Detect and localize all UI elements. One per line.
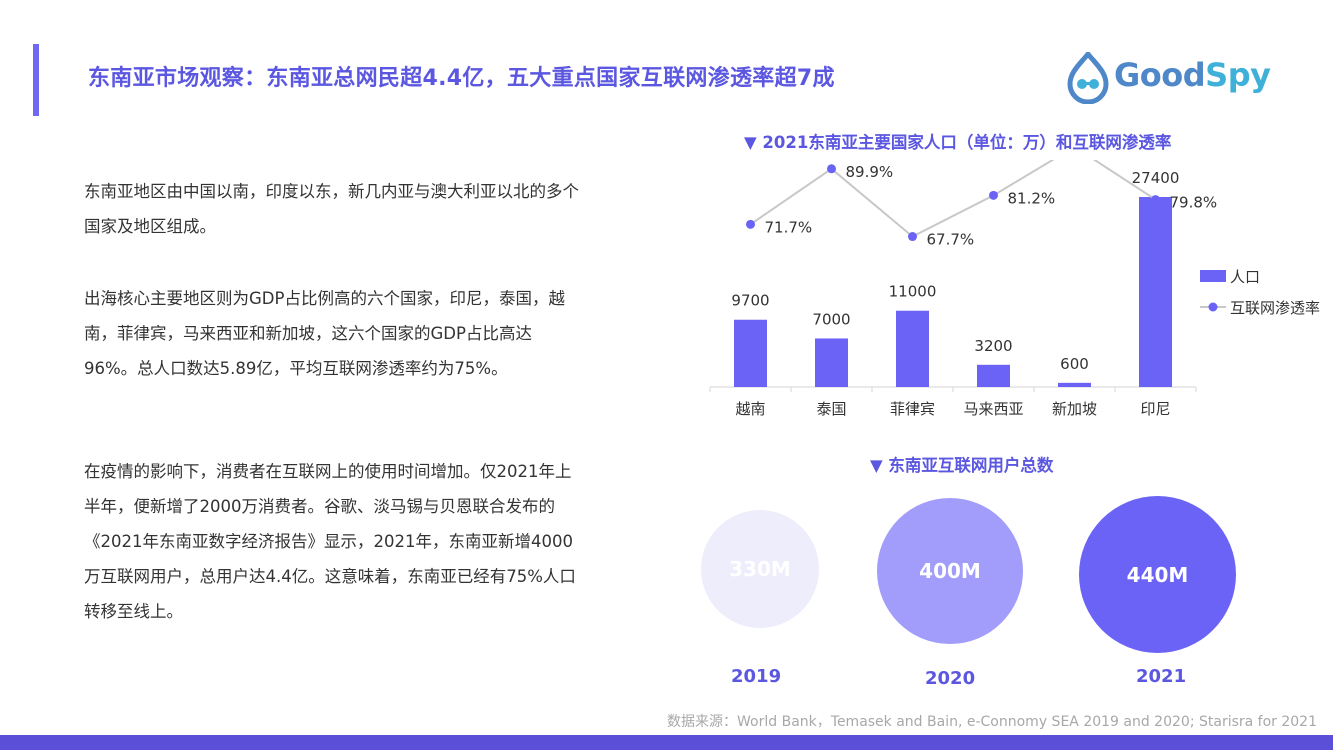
- penetration-point: [1151, 195, 1160, 205]
- category-tick-label: 泰国: [816, 400, 846, 418]
- category-tick-label: 新加坡: [1052, 400, 1097, 418]
- population-bar-label: 600: [1060, 355, 1089, 373]
- penetration-line: [749, 160, 1157, 238]
- data-source-note: 数据来源：World Bank，Temasek and Bain, e-Conn…: [667, 714, 1317, 730]
- intro-paragraph-2: 出海核心主要地区则为GDP占比例高的六个国家，印尼，泰国，越南，菲律宾，马来西亚…: [84, 289, 565, 378]
- penetration-point: [908, 232, 917, 242]
- users-bubble-2021: 440M: [1079, 496, 1236, 653]
- population-bar: [977, 364, 1010, 387]
- goodspy-logo-icon: [1067, 52, 1109, 104]
- penetration-point-label: 89.9%: [846, 163, 894, 181]
- users-bubble-2020: 400M: [877, 498, 1023, 644]
- category-tick-label: 马来西亚: [963, 400, 1023, 418]
- population-bar-label: 27400: [1132, 169, 1180, 187]
- penetration-point-label: 67.7%: [927, 231, 975, 249]
- population-bar-label: 11000: [889, 283, 937, 301]
- penetration-point: [746, 219, 755, 229]
- category-tick-label: 印尼: [1140, 400, 1170, 418]
- intro-paragraph-3: 在疫情的影响下，消费者在互联网上的使用时间增加。仅2021年上半年，便新增了20…: [84, 462, 576, 621]
- page-title: 东南亚市场观察：东南亚总网民超4.4亿，五大重点国家互联网渗透率超7成: [88, 66, 835, 91]
- population-bar-label: 9700: [731, 292, 769, 310]
- population-bar-label: 3200: [974, 337, 1012, 355]
- goodspy-logo: GoodSpy: [1066, 50, 1286, 106]
- penetration-point-label: 79.8%: [1170, 194, 1218, 212]
- title-accent-bar: [33, 44, 39, 116]
- penetration-point: [827, 164, 836, 174]
- bottom-bar: [0, 735, 1333, 750]
- category-tick-label: 越南: [735, 400, 765, 418]
- penetration-point: [989, 190, 998, 200]
- year-label-2019: 2019: [731, 666, 782, 687]
- legend-bar-swatch: [1200, 270, 1226, 282]
- population-bar-label: 7000: [812, 310, 850, 328]
- legend-bar-label: 人口: [1230, 268, 1260, 286]
- population-chart-title: ▼ 2021东南亚主要国家人口（单位：万）和互联网渗透率: [744, 133, 1172, 152]
- population-bar: [1058, 382, 1091, 387]
- population-penetration-chart: 9700 越南 7000 泰国 11000 菲律宾 3200 马来西亚 600 新加坡 27400 印…: [709, 160, 1320, 418]
- intro-paragraph-1: 东南亚地区由中国以南，印度以东，新几内亚与澳大利亚以北的多个国家及地区组成。: [84, 182, 579, 236]
- population-bar: [815, 338, 848, 387]
- population-bar: [896, 310, 929, 387]
- goodspy-logo-text: GoodSpy: [1114, 56, 1271, 94]
- population-bar: [1139, 197, 1172, 387]
- penetration-point-label: 71.7%: [765, 218, 813, 236]
- category-tick-label: 菲律宾: [890, 400, 935, 418]
- population-bar: [734, 319, 767, 387]
- legend-line-label: 互联网渗透率: [1230, 299, 1320, 317]
- year-label-2020: 2020: [925, 668, 976, 689]
- year-label-2021: 2021: [1136, 666, 1187, 687]
- users-chart-title: ▼ 东南亚互联网用户总数: [870, 456, 1054, 475]
- users-bubble-2019: 330M: [701, 510, 819, 628]
- legend-line-marker: [1208, 302, 1218, 312]
- penetration-point-label: 81.2%: [1008, 189, 1056, 207]
